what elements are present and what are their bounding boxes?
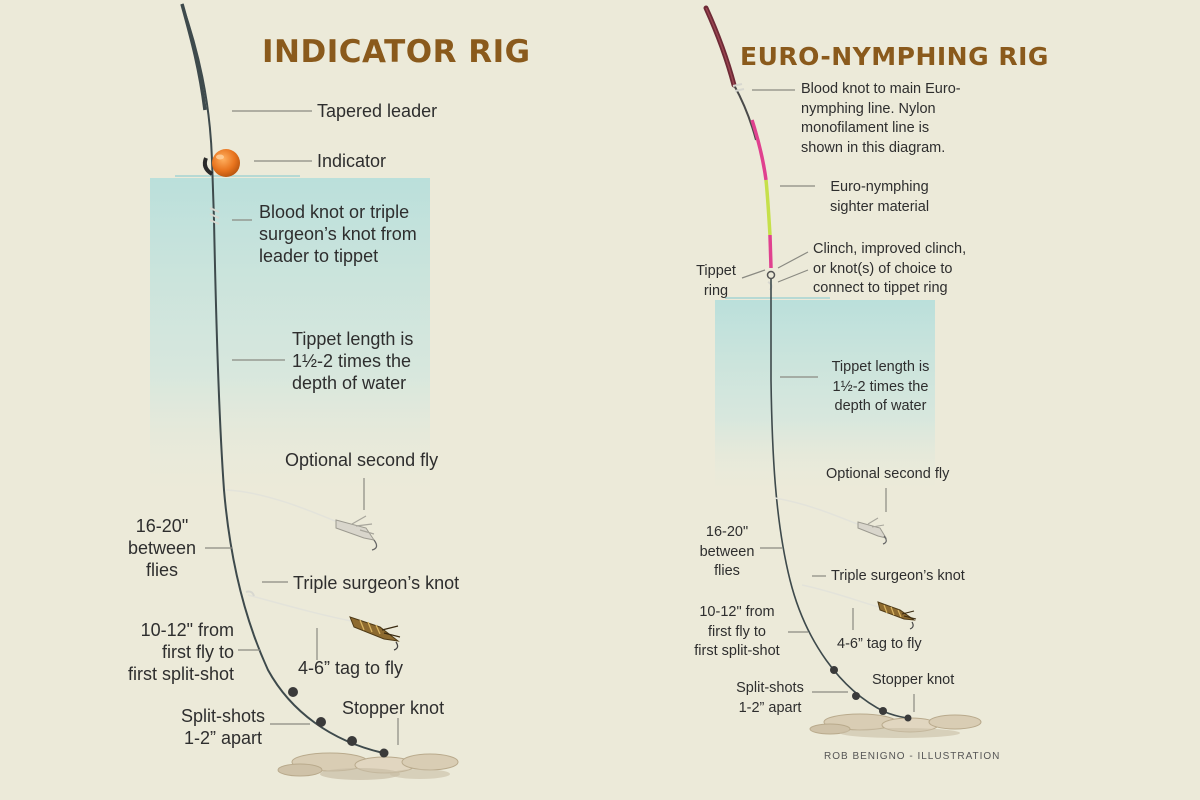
label-tippet-length-right: Tippet length is 1½-2 times the depth of… [831,359,930,414]
label-tippet-ring: Tippet ring [696,263,736,299]
indicator-bobber [202,149,240,177]
indicator-rig-art [150,3,459,780]
label-triple-surgeons-knot-right: Triple surgeon’s knot [831,568,965,584]
callout-lines-left [205,110,399,745]
label-optional-second-fly-right: Optional second fly [826,466,950,482]
rod-butt-right [703,5,737,88]
euro-rig-title: EURO-NYMPHING RIG [740,42,1049,71]
label-sighter: Euro-nymphing sighter material [829,179,930,215]
leader-line-left [181,3,389,755]
label-between-flies-right: 16-20" between flies [699,524,755,579]
label-tapered-leader: Tapered leader [317,101,438,121]
label-triple-surgeons-knot-left: Triple surgeon’s knot [293,573,460,593]
label-between-flies-left: 16-20" between flies [127,516,197,580]
label-indicator: Indicator [317,151,387,171]
label-stopper-knot-right: Stopper knot [872,672,955,688]
tippet-line-right [770,279,911,719]
label-tag-to-fly-left: 4-6” tag to fly [298,658,404,678]
sighter-pink-lower [768,234,773,269]
first-fly-left [349,616,401,651]
riverbed-left [277,752,459,780]
split-shots-right [830,666,912,722]
first-fly-right [877,601,917,630]
illustration-credit: ROB BENIGNO - ILLUSTRATION [824,751,1001,762]
blood-knot-left [209,207,220,225]
sighter-pink-upper [750,119,768,181]
label-tippet-length-left: Tippet length is 1½-2 times the depth of… [292,329,414,393]
water-right [715,300,935,500]
water-left [150,178,430,508]
optional-second-fly-right [857,517,888,545]
label-from-first-fly-right: 10-12" from first fly to first split-sho… [694,604,780,659]
label-from-first-fly-left: 10-12" from first fly to first split-sho… [127,620,234,684]
label-clinch: Clinch, improved clinch, or knot(s) of c… [813,241,967,296]
label-optional-second-fly-left: Optional second fly [285,450,439,470]
tippet-ring-icon [766,270,776,280]
label-blood-knot-left: Blood knot or triple surgeon’s knot from… [259,202,417,266]
indicator-rig-title: INDICATOR RIG [262,34,531,70]
optional-second-fly-left [335,515,378,551]
label-blood-knot-main: Blood knot to main Euro- nymphing line. … [801,81,961,156]
label-split-shots-right: Split-shots 1-2” apart [736,680,804,716]
split-shots-left [288,687,389,758]
riverbed-right [809,713,982,738]
label-split-shots-left: Split-shots 1-2” apart [180,706,266,748]
label-tag-to-fly-right: 4-6” tag to fly [837,636,922,652]
sighter-green [764,179,772,236]
euro-rig-art [703,5,982,738]
callout-lines-right [741,89,915,712]
label-stopper-knot-left: Stopper knot [342,698,445,718]
blood-knot-right [732,83,745,92]
